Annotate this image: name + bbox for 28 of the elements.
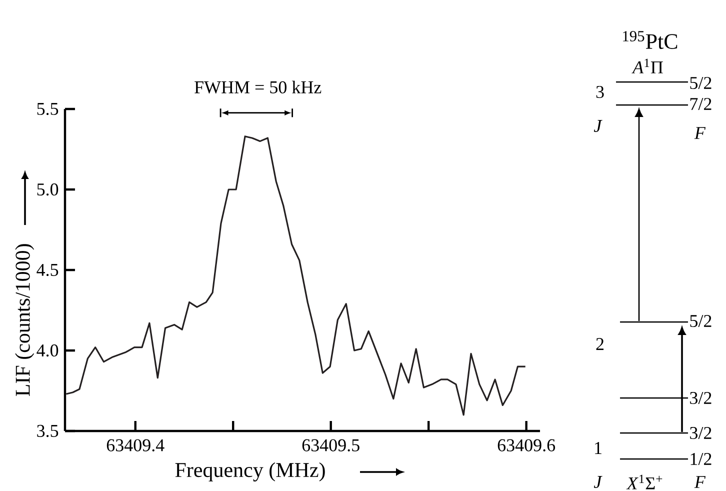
text: 5/2	[690, 314, 712, 328]
text: 3	[596, 86, 604, 98]
text: FWHM = 50 kHz	[194, 80, 322, 94]
text: 2	[596, 338, 604, 350]
text: F	[694, 127, 706, 139]
x-tick-label: 63409.6	[498, 439, 556, 452]
text: 1/2	[690, 452, 712, 466]
y-axis-title: LIF (counts/1000)	[15, 244, 34, 396]
y-tick-label: 4.0	[36, 344, 58, 357]
text: 3/2	[690, 392, 712, 404]
text: J	[594, 120, 602, 132]
text: 3/2	[690, 426, 712, 440]
text: A$^{1}$Π	[632, 58, 663, 74]
x-tick-label: 63409.5	[302, 439, 360, 452]
x-tick-label: 63409.4	[106, 439, 164, 452]
y-tick-label: 3.5	[37, 424, 58, 438]
text: 5/2	[690, 76, 712, 90]
y-tick-label: 5.0	[37, 183, 58, 196]
line-series	[65, 136, 526, 416]
text: 7/2	[690, 98, 712, 110]
text: 1	[595, 442, 602, 454]
y-tick-label: 5.5	[37, 102, 58, 116]
text: X$^{1}$Σ$^{+}$	[626, 474, 662, 490]
text: $^{195}$PtC	[623, 31, 678, 49]
y-tick-label: 4.5	[36, 264, 58, 276]
text: F	[694, 476, 706, 488]
x-axis-title: Frequency (MHz)	[175, 462, 325, 482]
text: J	[594, 476, 602, 488]
